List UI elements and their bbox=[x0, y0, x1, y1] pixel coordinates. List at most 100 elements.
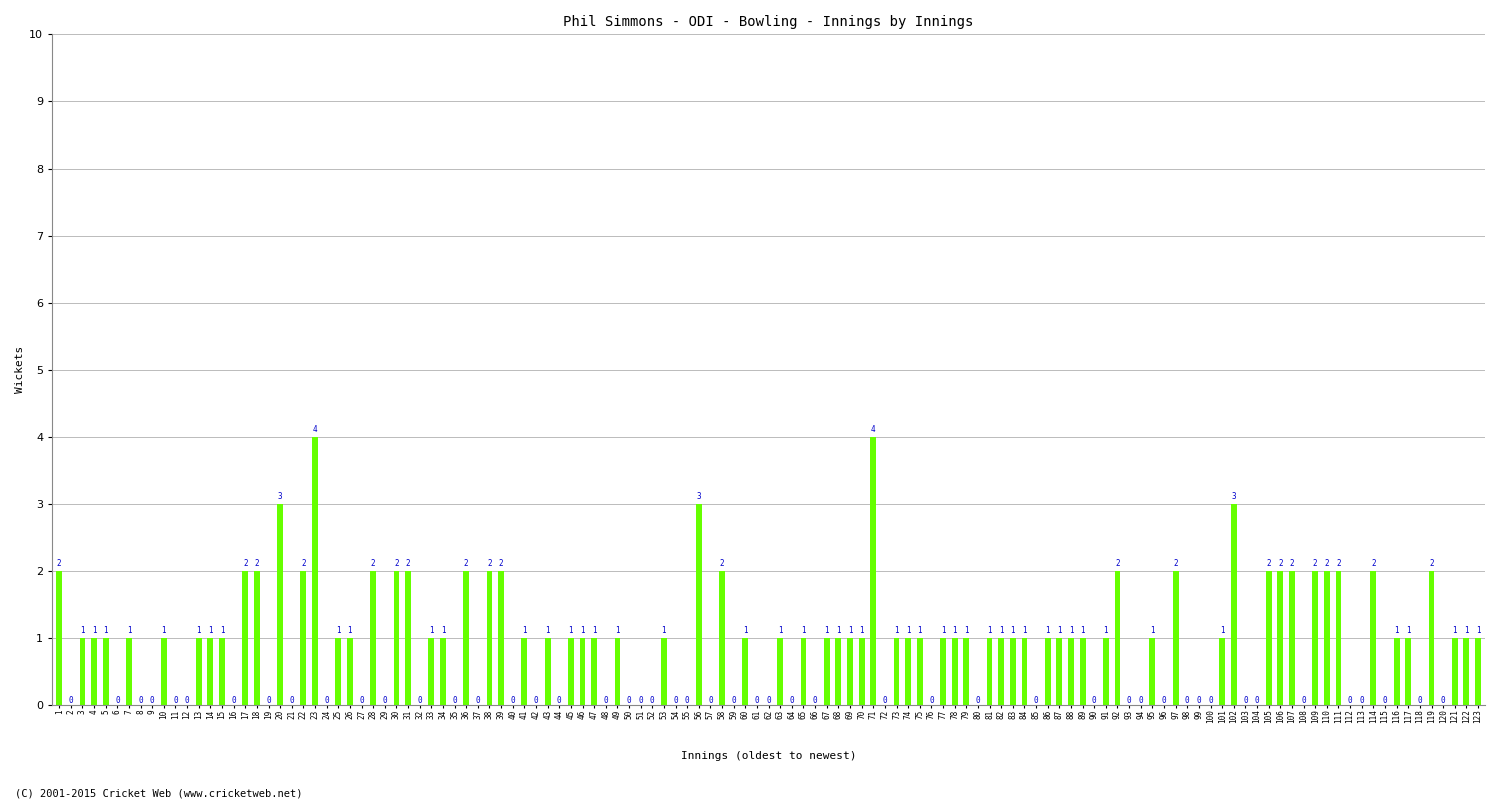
Text: 0: 0 bbox=[1197, 695, 1202, 705]
Text: 1: 1 bbox=[778, 626, 783, 635]
Bar bbox=[696, 504, 702, 705]
Text: 1: 1 bbox=[964, 626, 969, 635]
Text: 1: 1 bbox=[940, 626, 945, 635]
Bar bbox=[207, 638, 213, 705]
Bar bbox=[1266, 571, 1272, 705]
Text: 0: 0 bbox=[928, 695, 933, 705]
Text: 3: 3 bbox=[696, 492, 700, 502]
Text: 1: 1 bbox=[522, 626, 526, 635]
Text: 0: 0 bbox=[382, 695, 387, 705]
Bar bbox=[1220, 638, 1226, 705]
Text: 1: 1 bbox=[1011, 626, 1016, 635]
Text: 2: 2 bbox=[302, 559, 306, 568]
Bar bbox=[1232, 504, 1236, 705]
Text: 1: 1 bbox=[1022, 626, 1028, 635]
Text: 0: 0 bbox=[534, 695, 538, 705]
Text: 0: 0 bbox=[453, 695, 458, 705]
Text: 2: 2 bbox=[57, 559, 62, 568]
Text: 0: 0 bbox=[674, 695, 678, 705]
Bar bbox=[1406, 638, 1411, 705]
Bar bbox=[393, 571, 399, 705]
Text: 0: 0 bbox=[1442, 695, 1446, 705]
Text: 1: 1 bbox=[1068, 626, 1074, 635]
Bar bbox=[1394, 638, 1400, 705]
Text: 1: 1 bbox=[1476, 626, 1480, 635]
Text: 1: 1 bbox=[1464, 626, 1468, 635]
Bar bbox=[940, 638, 946, 705]
Bar bbox=[1371, 571, 1377, 705]
Text: 0: 0 bbox=[603, 695, 608, 705]
Bar bbox=[486, 571, 492, 705]
Text: 0: 0 bbox=[639, 695, 644, 705]
Text: 1: 1 bbox=[592, 626, 597, 635]
Text: 0: 0 bbox=[116, 695, 120, 705]
Bar bbox=[522, 638, 528, 705]
Bar bbox=[278, 504, 284, 705]
Text: 1: 1 bbox=[580, 626, 585, 635]
Bar bbox=[999, 638, 1004, 705]
Text: 0: 0 bbox=[510, 695, 515, 705]
Text: 1: 1 bbox=[859, 626, 864, 635]
Text: 2: 2 bbox=[255, 559, 260, 568]
Bar bbox=[1114, 571, 1120, 705]
Text: 1: 1 bbox=[546, 626, 550, 635]
Bar bbox=[718, 571, 724, 705]
Text: 1: 1 bbox=[92, 626, 96, 635]
Bar bbox=[1022, 638, 1028, 705]
Bar bbox=[1278, 571, 1282, 705]
Text: 0: 0 bbox=[766, 695, 771, 705]
Text: 1: 1 bbox=[952, 626, 957, 635]
Y-axis label: Wickets: Wickets bbox=[15, 346, 26, 394]
Bar bbox=[824, 638, 830, 705]
Text: 1: 1 bbox=[80, 626, 84, 635]
Text: 2: 2 bbox=[1324, 559, 1329, 568]
Bar bbox=[254, 571, 260, 705]
Bar bbox=[952, 638, 957, 705]
Text: 0: 0 bbox=[1359, 695, 1364, 705]
Bar bbox=[963, 638, 969, 705]
Bar bbox=[429, 638, 433, 705]
Text: 1: 1 bbox=[742, 626, 747, 635]
Bar bbox=[615, 638, 621, 705]
Bar bbox=[104, 638, 108, 705]
Bar bbox=[836, 638, 842, 705]
Bar bbox=[1149, 638, 1155, 705]
Text: 0: 0 bbox=[184, 695, 189, 705]
Text: 0: 0 bbox=[650, 695, 654, 705]
Text: 0: 0 bbox=[417, 695, 422, 705]
Bar bbox=[1452, 638, 1458, 705]
Bar bbox=[405, 571, 411, 705]
Bar bbox=[1335, 571, 1341, 705]
Text: 0: 0 bbox=[1348, 695, 1353, 705]
Bar bbox=[57, 571, 62, 705]
Text: 4: 4 bbox=[871, 425, 876, 434]
Text: 0: 0 bbox=[290, 695, 294, 705]
Text: 1: 1 bbox=[104, 626, 108, 635]
Bar bbox=[847, 638, 853, 705]
Bar bbox=[80, 638, 86, 705]
Text: (C) 2001-2015 Cricket Web (www.cricketweb.net): (C) 2001-2015 Cricket Web (www.cricketwe… bbox=[15, 788, 303, 798]
Bar bbox=[662, 638, 668, 705]
Bar bbox=[1312, 571, 1318, 705]
Text: 2: 2 bbox=[1430, 559, 1434, 568]
Text: 0: 0 bbox=[69, 695, 74, 705]
Text: 1: 1 bbox=[126, 626, 132, 635]
Text: 1: 1 bbox=[615, 626, 620, 635]
Text: 0: 0 bbox=[1185, 695, 1190, 705]
Text: 1: 1 bbox=[219, 626, 225, 635]
Bar bbox=[126, 638, 132, 705]
Bar bbox=[742, 638, 748, 705]
Text: 2: 2 bbox=[464, 559, 468, 568]
Bar bbox=[464, 571, 470, 705]
Text: 2: 2 bbox=[394, 559, 399, 568]
Bar bbox=[1080, 638, 1086, 705]
Text: 4: 4 bbox=[312, 425, 318, 434]
Title: Phil Simmons - ODI - Bowling - Innings by Innings: Phil Simmons - ODI - Bowling - Innings b… bbox=[564, 15, 974, 29]
Bar bbox=[1102, 638, 1108, 705]
Text: 1: 1 bbox=[196, 626, 201, 635]
Text: 0: 0 bbox=[150, 695, 154, 705]
Bar bbox=[870, 437, 876, 705]
Text: 2: 2 bbox=[1173, 559, 1178, 568]
Bar bbox=[544, 638, 550, 705]
Bar bbox=[1324, 571, 1329, 705]
